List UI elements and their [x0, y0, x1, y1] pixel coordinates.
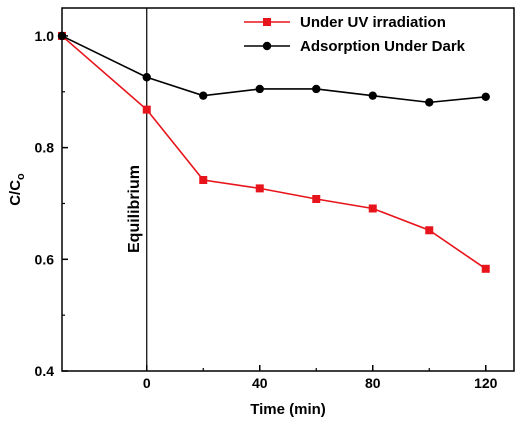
series-layer: [57, 31, 490, 273]
data-point-circle: [199, 91, 208, 100]
legend-label: Adsorption Under Dark: [300, 38, 466, 55]
data-point-circle: [368, 91, 377, 100]
x-axis-label: Time (min): [250, 401, 326, 418]
series-line: [61, 35, 487, 270]
y-tick-label: 0.4: [35, 363, 55, 379]
legend-item: Adsorption Under Dark: [244, 38, 466, 55]
y-tick-label: 0.6: [35, 251, 55, 267]
x-tick-label: 0: [143, 375, 151, 391]
y-tick-label: 0.8: [35, 140, 55, 156]
series-2: [57, 31, 490, 107]
x-tick-label: 40: [252, 375, 268, 391]
axis-ticks: 0 40 80 120 0.4 0.6 0.8 1.0: [35, 28, 498, 391]
plot-frame: [61, 7, 515, 372]
y-tick-label: 1.0: [35, 28, 55, 44]
data-point-circle: [481, 92, 490, 101]
data-point-square: [142, 105, 151, 114]
y-axis-label-main: C/C: [7, 180, 24, 206]
data-point-circle: [425, 98, 434, 107]
data-point-square: [255, 184, 264, 193]
legend-marker-circle: [262, 41, 272, 51]
legend-item: Under UV irradiation: [244, 14, 446, 31]
y-axis-label-subscript: o: [15, 173, 27, 180]
series-line: [61, 35, 486, 104]
legend-label: Under UV irradiation: [300, 14, 446, 31]
x-tick-label: 120: [474, 375, 498, 391]
data-point-square: [481, 264, 490, 273]
data-point-square: [425, 226, 434, 235]
y-axis-label: C/Co: [7, 173, 27, 206]
x-tick-label: 80: [365, 375, 381, 391]
data-point-circle: [142, 73, 151, 82]
legend: Under UV irradiation Adsorption Under Dar…: [244, 14, 466, 55]
legend-marker-square: [263, 18, 271, 26]
data-point-square: [312, 194, 321, 203]
equilibrium-label: Equilibrium: [126, 165, 143, 253]
data-point-square: [368, 204, 377, 213]
data-point-circle: [255, 84, 264, 94]
data-point-circle: [312, 84, 321, 94]
data-point-square: [199, 176, 208, 185]
series-1: [58, 31, 490, 273]
